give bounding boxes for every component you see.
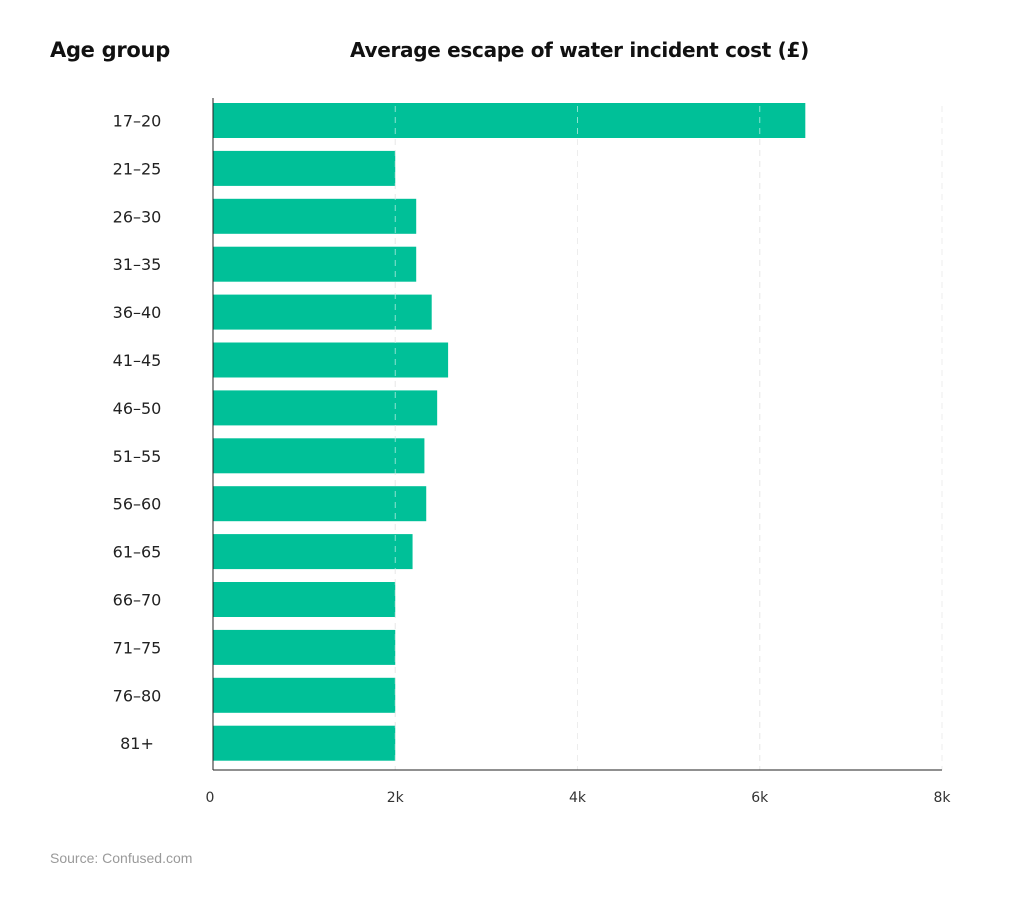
bar xyxy=(213,390,438,426)
category-label: 21–25 xyxy=(113,159,162,178)
source-note: Source: Confused.com xyxy=(50,850,193,866)
bar xyxy=(213,438,425,474)
y-axis-title: Age group xyxy=(50,38,170,62)
category-label: 26–30 xyxy=(113,207,162,226)
category-label: 71–75 xyxy=(113,638,162,657)
bar xyxy=(213,103,806,138)
bar xyxy=(213,629,396,665)
bar xyxy=(213,534,413,570)
chart-title: Average escape of water incident cost (£… xyxy=(350,38,809,62)
category-label: 36–40 xyxy=(113,303,162,322)
bar xyxy=(213,677,396,713)
labels: 17–20 21–25 26–30 31–35 36–40 41–45 46–50 51–55… xyxy=(113,112,952,807)
bar xyxy=(213,150,396,186)
category-label: 46–50 xyxy=(113,399,162,418)
bar xyxy=(213,342,449,378)
grid-lines xyxy=(394,106,943,770)
x-tick-label: 4k xyxy=(569,790,587,806)
bar xyxy=(213,582,396,617)
category-label: 61–65 xyxy=(113,543,162,562)
bar xyxy=(213,725,396,761)
x-tick-label: 2k xyxy=(387,790,405,806)
x-tick-label: 6k xyxy=(751,790,769,806)
category-label: 31–35 xyxy=(113,255,162,274)
x-tick-label: 0 xyxy=(206,790,215,806)
category-label: 41–45 xyxy=(113,351,162,370)
category-label: 51–55 xyxy=(113,447,162,466)
category-label: 56–60 xyxy=(113,495,162,514)
category-label: 17–20 xyxy=(113,112,162,131)
bars xyxy=(213,103,943,770)
category-label: 76–80 xyxy=(113,686,162,705)
bar xyxy=(213,294,432,330)
bar xyxy=(213,246,417,282)
axes xyxy=(212,98,942,771)
category-label: 81+ xyxy=(120,734,154,753)
category-label: 66–70 xyxy=(113,591,162,610)
bar xyxy=(213,198,417,234)
x-tick-label: 8k xyxy=(933,790,951,806)
bar xyxy=(213,486,427,522)
